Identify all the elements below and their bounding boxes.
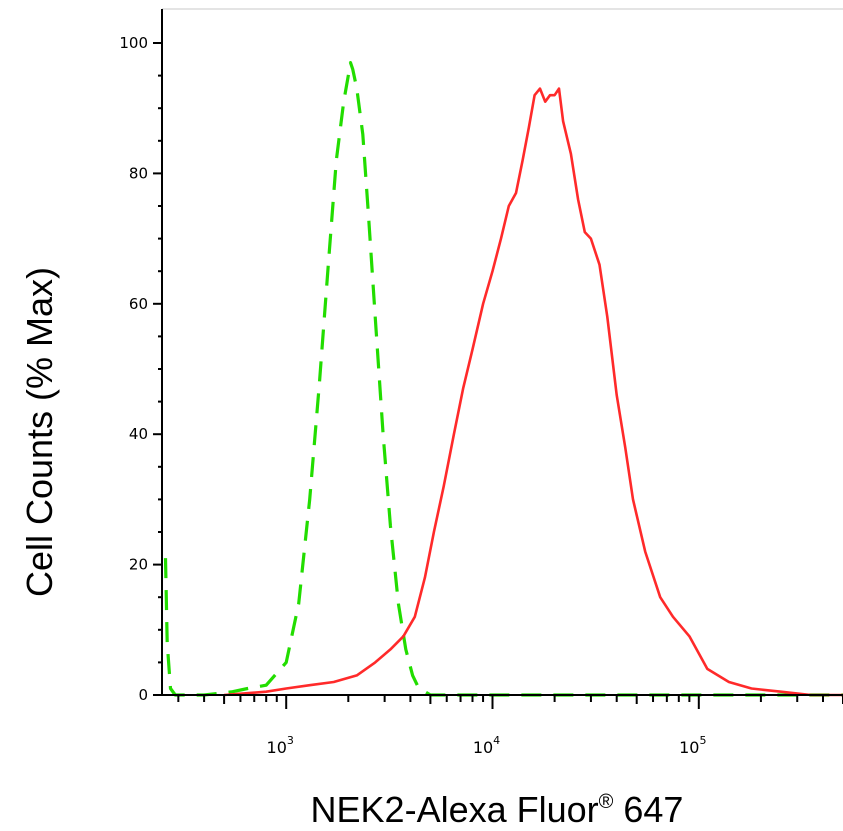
x-tick-label-base: 10	[473, 738, 493, 757]
series-line-2	[223, 87, 843, 697]
x-tick-label-base: 10	[267, 738, 287, 757]
y-tick-label: 60	[129, 295, 148, 313]
x-tick-label-base: 10	[679, 738, 699, 757]
series-line-1	[163, 61, 843, 697]
x-axis-title: NEK2-Alexa Fluor® 647	[311, 789, 684, 830]
y-tick-label: 40	[129, 425, 148, 443]
x-tick-label-exponent: 5	[699, 734, 706, 747]
x-axis-title-registered-mark: ®	[599, 791, 614, 813]
x-tick-label: 105	[679, 734, 706, 757]
x-tick-labels: 103 104 105	[267, 734, 707, 757]
y-tick-label: 0	[138, 686, 148, 704]
x-tick-label-exponent: 4	[493, 734, 500, 747]
series-layer	[163, 61, 843, 697]
y-tick-labels: 0 20 40 60 80 100	[119, 34, 148, 704]
x-tick-label-exponent: 3	[287, 734, 294, 747]
x-tick-label: 104	[473, 734, 500, 757]
x-axis-title-main: NEK2-Alexa Fluor	[311, 789, 599, 830]
y-tick-label: 100	[119, 34, 148, 52]
x-tick-label: 103	[267, 734, 294, 757]
y-tick-label: 80	[129, 164, 148, 182]
x-axis-title-suffix: 647	[613, 789, 683, 830]
y-axis-title: Cell Counts (% Max)	[19, 267, 60, 597]
y-tick-label: 20	[129, 556, 148, 574]
axes-layer	[153, 9, 843, 709]
